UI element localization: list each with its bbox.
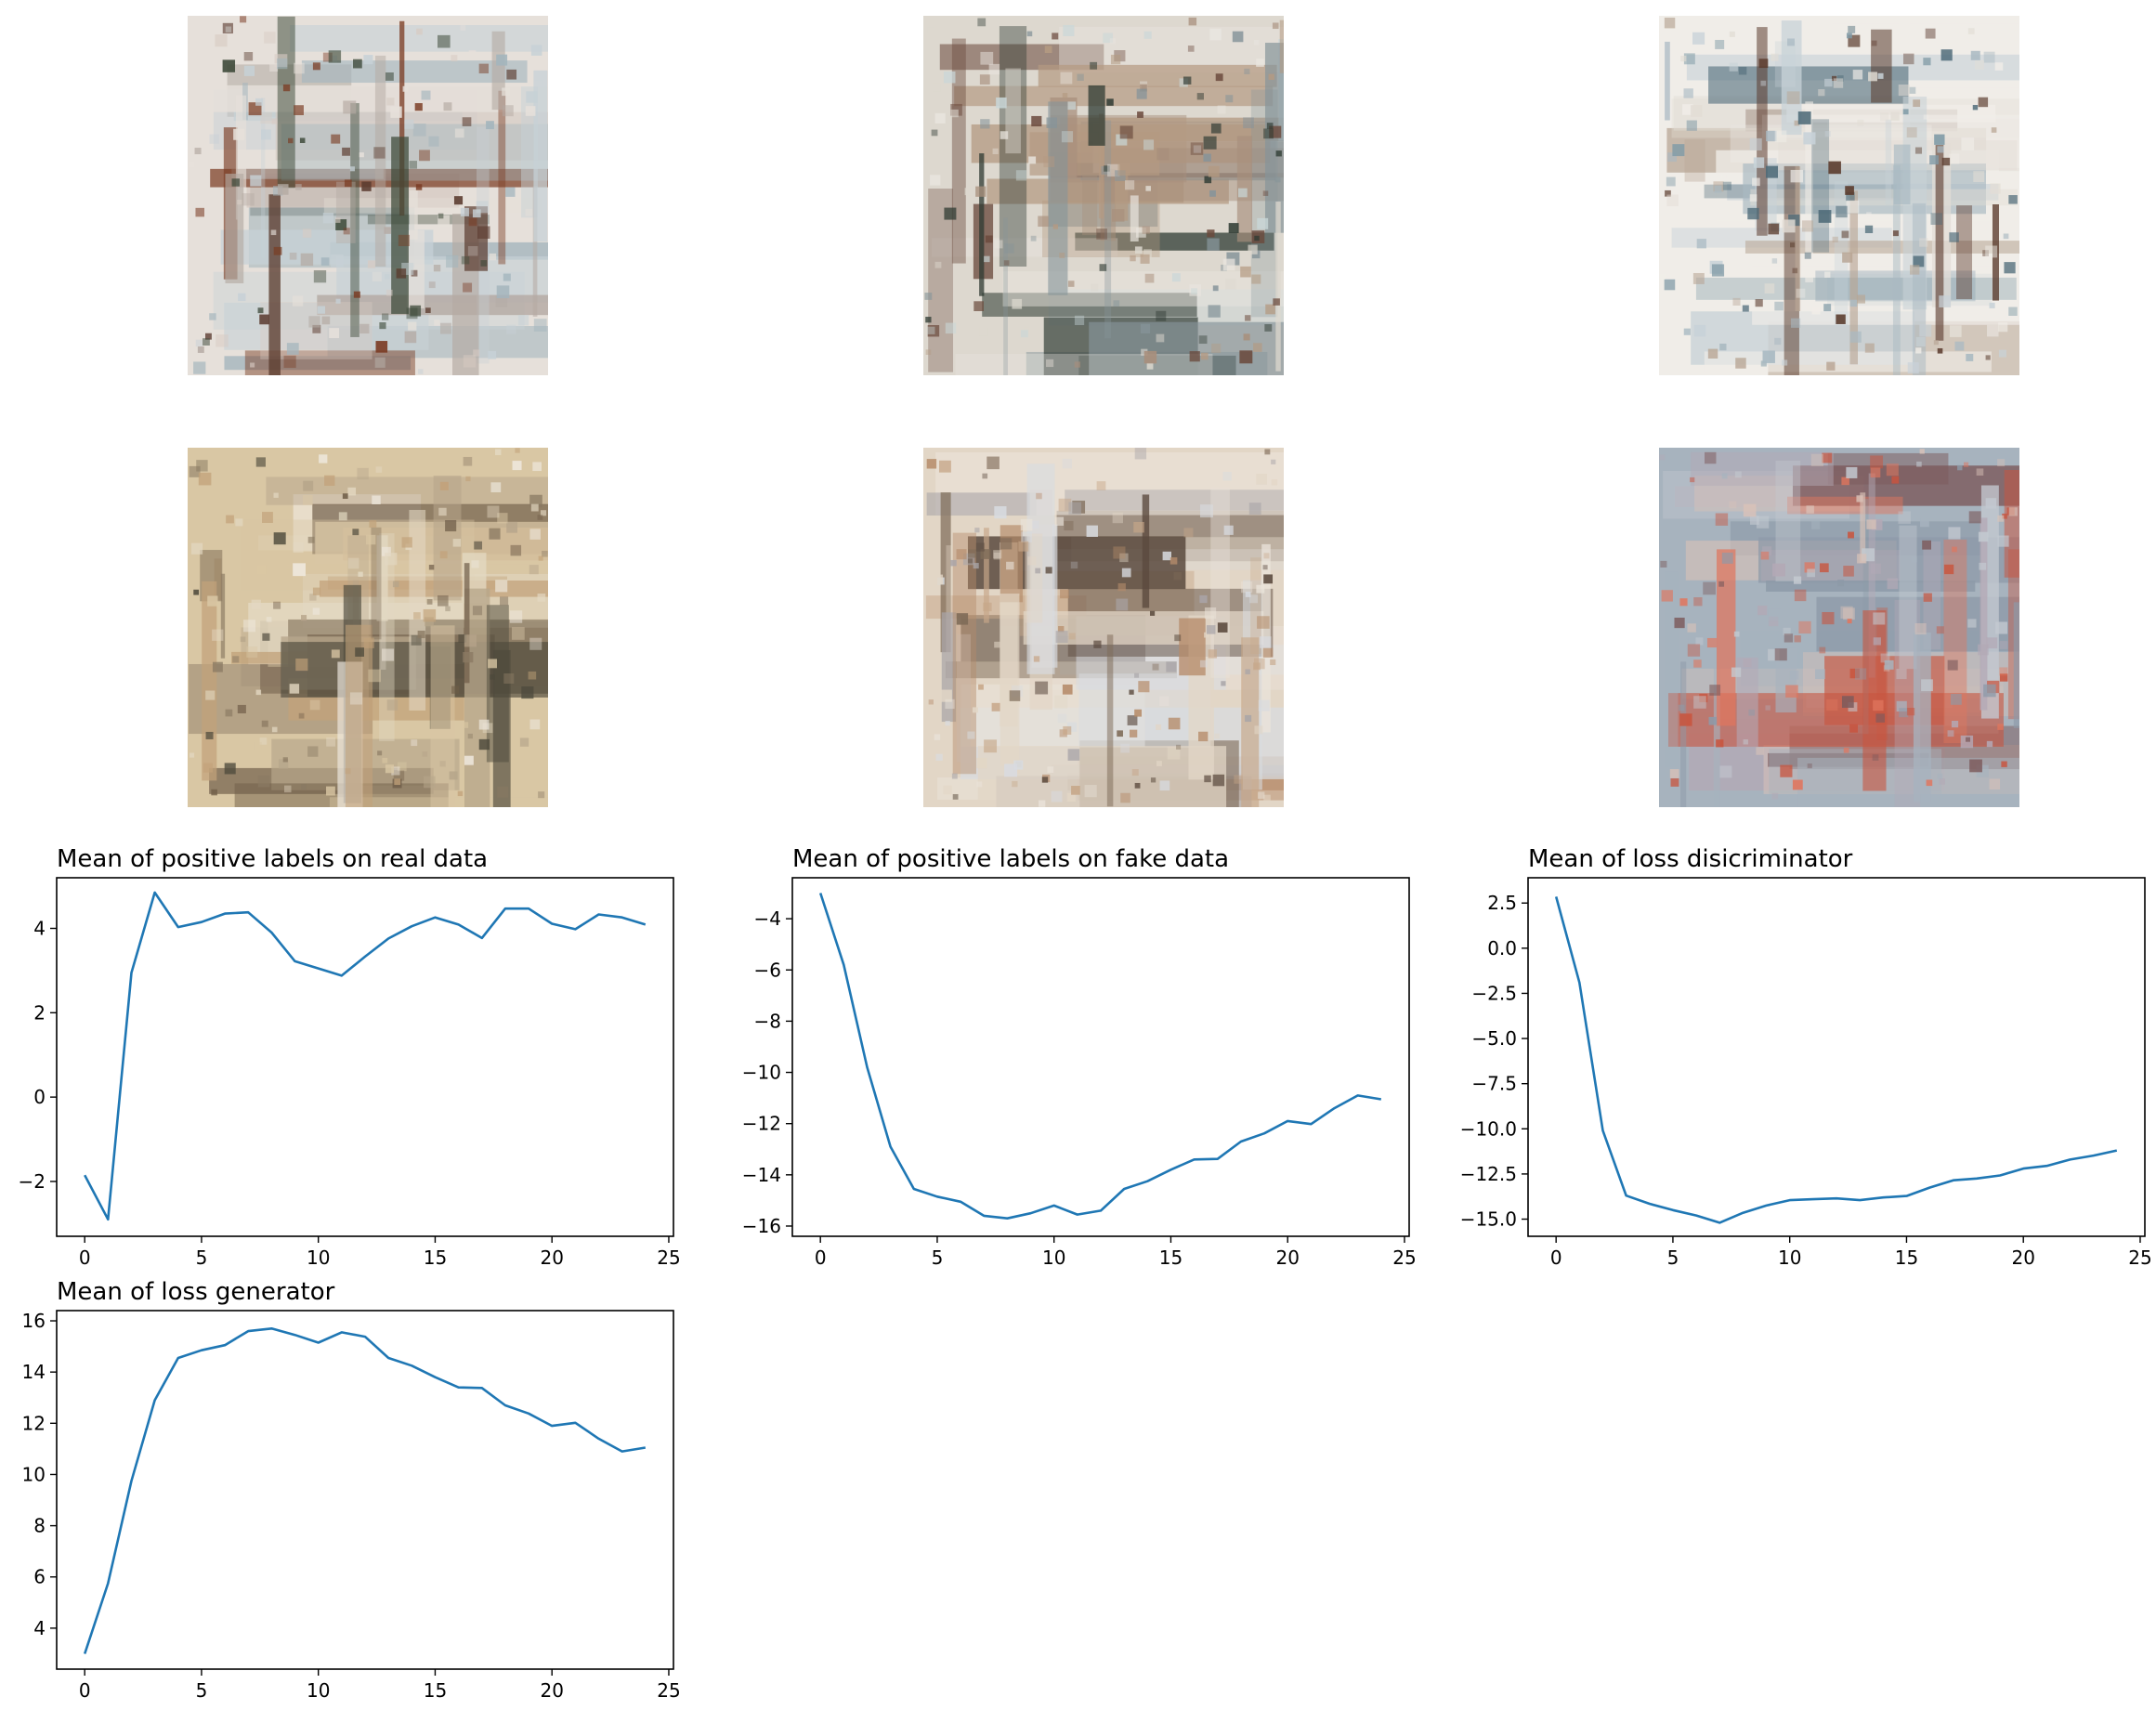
generated-painting-3	[1659, 16, 2019, 375]
y-tick-label: 2.5	[1487, 892, 1517, 914]
generated-painting-2	[923, 16, 1284, 375]
y-tick-label: 6	[33, 1566, 46, 1588]
x-tick-label: 0	[815, 1247, 827, 1269]
y-tick-label: −6	[754, 959, 781, 981]
x-tick-label: 20	[2011, 1247, 2034, 1269]
x-tick-label: 15	[1159, 1247, 1183, 1269]
chart-title: Mean of loss disicriminator	[1528, 845, 1853, 873]
axes-frame	[1527, 877, 2146, 1237]
y-tick-label: −10.0	[1460, 1117, 1517, 1140]
chart-title: Mean of positive labels on fake data	[792, 845, 1229, 873]
series-line	[818, 893, 1382, 1220]
axes-frame	[791, 877, 1410, 1237]
x-tick-label: 5	[932, 1247, 944, 1269]
x-tick-label: 5	[1667, 1247, 1679, 1269]
x-tick-label: 5	[196, 1247, 208, 1269]
x-tick-label: 10	[307, 1247, 330, 1269]
y-tick-label: −14	[742, 1164, 781, 1186]
y-tick-label: −12.5	[1460, 1163, 1517, 1185]
y-tick-label: −8	[754, 1010, 781, 1032]
y-tick-label: 0.0	[1487, 937, 1517, 959]
generated-painting-6	[1659, 448, 2019, 807]
y-tick-label: −10	[742, 1062, 781, 1084]
y-tick-label: −5.0	[1471, 1027, 1517, 1050]
generated-painting-1	[188, 16, 548, 375]
x-tick-label: 20	[1275, 1247, 1299, 1269]
generated-painting-5	[923, 448, 1284, 807]
y-tick-label: −4	[754, 907, 781, 930]
axes-frame	[56, 1310, 674, 1670]
y-tick-label: −12	[742, 1113, 781, 1135]
generated-painting-4	[188, 448, 548, 807]
x-tick-label: 10	[1778, 1247, 1801, 1269]
chart-real-data-labels: Mean of positive labels on real data 0 5 10…	[19, 845, 681, 1269]
y-tick-label: −16	[742, 1215, 781, 1237]
y-tick-label: 4	[33, 917, 46, 939]
chart-loss-generator: Mean of loss generator 0 5 10 15 20 25 4 6 8 10 12 1…	[22, 1278, 681, 1702]
y-tick-label: −2	[19, 1170, 46, 1193]
x-tick-label: 5	[196, 1679, 208, 1702]
y-tick-label: −7.5	[1471, 1073, 1517, 1095]
x-tick-label: 20	[540, 1679, 563, 1702]
x-tick-label: 15	[424, 1247, 447, 1269]
y-tick-label: 2	[33, 1001, 46, 1024]
chart-title: Mean of positive labels on real data	[57, 845, 488, 873]
y-tick-label: 16	[22, 1310, 46, 1332]
x-tick-label: 10	[307, 1679, 330, 1702]
y-tick-label: 4	[33, 1617, 46, 1639]
y-tick-label: −2.5	[1471, 982, 1517, 1004]
x-tick-label: 0	[79, 1247, 91, 1269]
chart-fake-data-labels: Mean of positive labels on fake data 0 5 10…	[742, 845, 1417, 1269]
y-tick-label: 12	[22, 1412, 46, 1434]
y-tick-label: 10	[22, 1463, 46, 1485]
y-tick-label: 14	[22, 1361, 46, 1383]
x-tick-label: 25	[1392, 1247, 1416, 1269]
x-tick-label: 25	[657, 1679, 680, 1702]
x-tick-label: 0	[1550, 1247, 1562, 1269]
axes-frame	[56, 877, 674, 1237]
y-tick-label: 0	[33, 1086, 46, 1108]
series-line	[1554, 896, 2118, 1224]
training-curves: Mean of positive labels on real data 0 5 10…	[19, 845, 2152, 1702]
x-tick-label: 15	[1895, 1247, 1918, 1269]
y-tick-label: 8	[33, 1515, 46, 1537]
series-line	[83, 1327, 647, 1654]
chart-title: Mean of loss generator	[57, 1278, 335, 1306]
x-tick-label: 10	[1042, 1247, 1065, 1269]
generated-images-grid	[188, 16, 2019, 807]
series-line	[84, 891, 647, 1221]
x-tick-label: 0	[79, 1679, 91, 1702]
chart-loss-discriminator: Mean of loss disicriminator 0 5 10 15 20 25 −15…	[1460, 845, 2152, 1269]
y-tick-label: −15.0	[1460, 1208, 1517, 1231]
x-tick-label: 20	[540, 1247, 563, 1269]
x-tick-label: 25	[2128, 1247, 2151, 1269]
x-tick-label: 25	[657, 1247, 680, 1269]
x-tick-label: 15	[424, 1679, 447, 1702]
